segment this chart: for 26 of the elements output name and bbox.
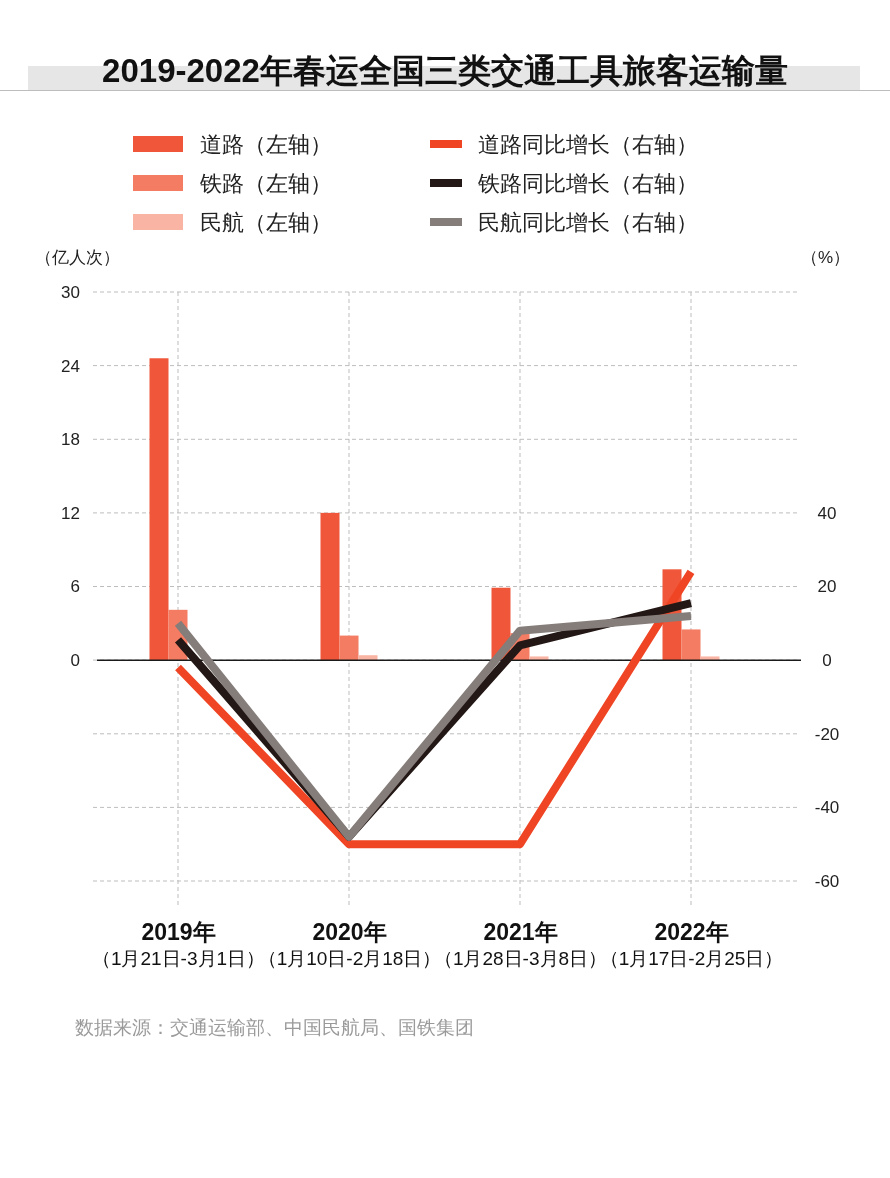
source-note: 数据来源：交通运输部、中国民航局、国铁集团 (75, 1017, 474, 1038)
y-tick-label: 0 (70, 651, 80, 671)
bar (339, 635, 359, 661)
legend-label: 民航（左轴） (200, 209, 332, 235)
y-tick-label: 6 (70, 577, 80, 597)
legend-label: 铁路同比增长（右轴） (477, 170, 698, 196)
legend-label: 民航同比增长（右轴） (478, 209, 698, 235)
bar (681, 629, 701, 661)
y2-tick-label: -40 (814, 798, 840, 818)
legend-label: 道路（左轴） (200, 131, 332, 157)
y-tick-label: 24 (61, 356, 80, 376)
y2-axis-title: （%） (800, 248, 850, 267)
y-axis-title: （亿人次） (35, 248, 120, 267)
y-tick-label: 30 (61, 282, 80, 302)
chart-title: 2019-2022年春运全国三类交通工具旅客运输量 (102, 52, 788, 89)
y2-tick-label: -60 (814, 871, 840, 891)
legend-label: 铁路（左轴） (199, 170, 332, 196)
y-tick-label: 18 (61, 430, 80, 450)
y2-tick-label: 40 (817, 503, 837, 523)
bar (320, 512, 340, 661)
y-tick-label: 12 (61, 503, 80, 523)
bar (149, 358, 169, 661)
y2-tick-label: 0 (822, 651, 832, 671)
y2-tick-label: -20 (814, 724, 840, 744)
y2-tick-label: 20 (817, 577, 837, 597)
legend-label: 道路同比增长（右轴） (478, 131, 698, 157)
